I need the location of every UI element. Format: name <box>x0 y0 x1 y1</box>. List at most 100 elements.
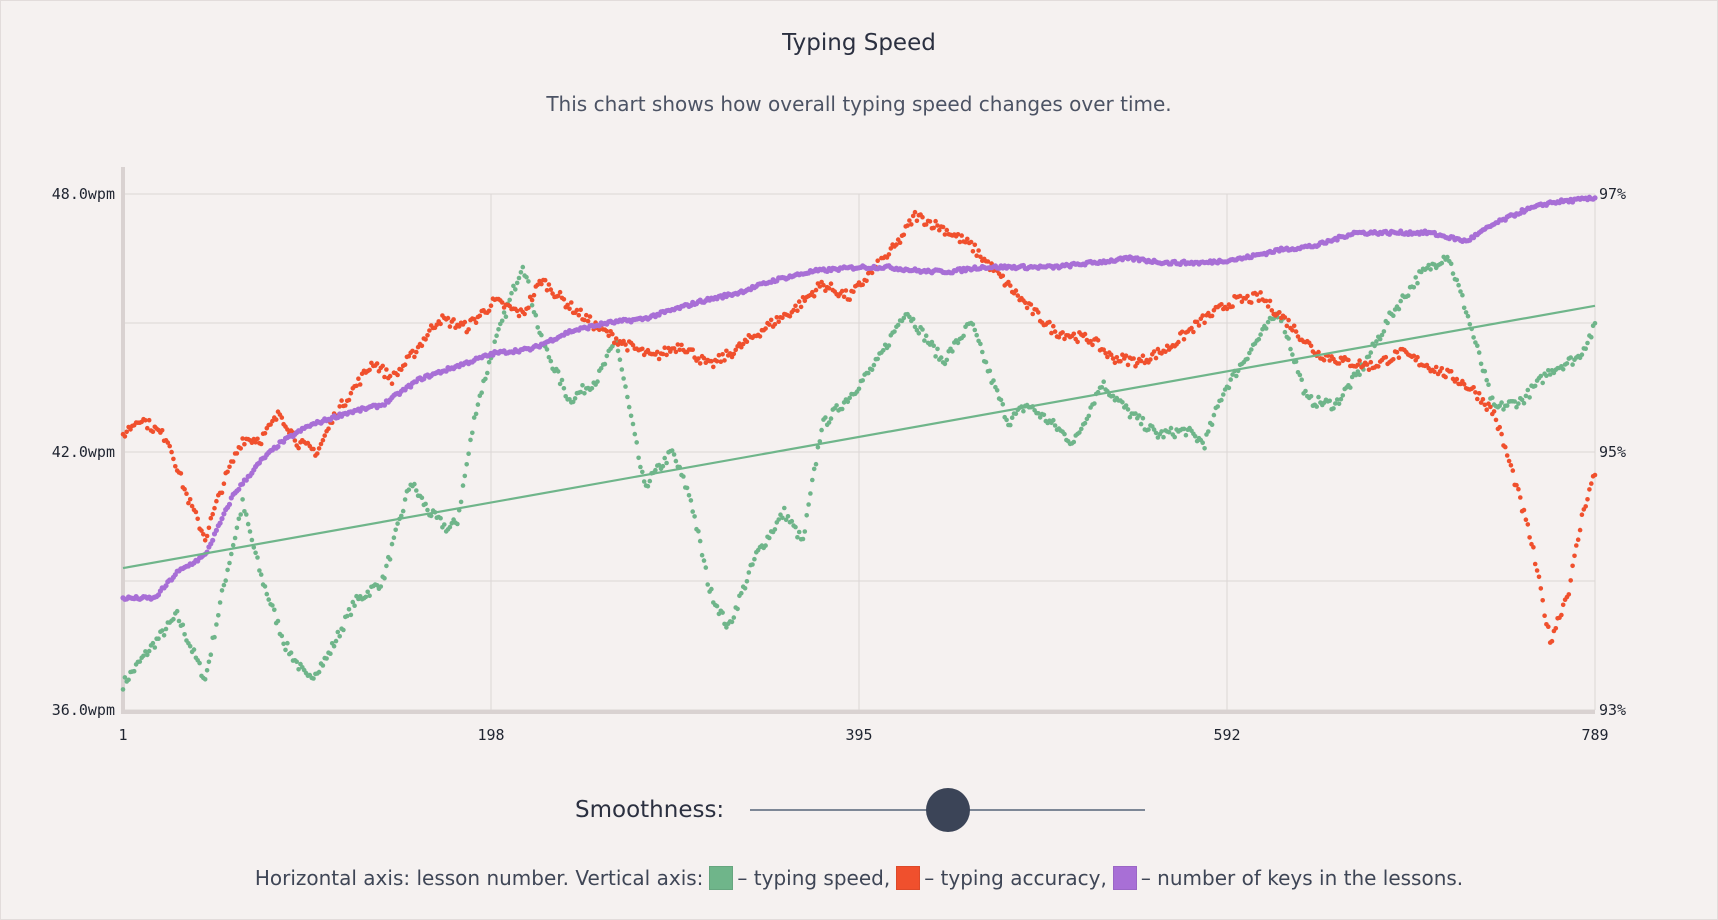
point-speed <box>141 653 146 659</box>
point-speed <box>1465 313 1471 319</box>
point-speed <box>219 588 225 593</box>
point-speed <box>539 332 544 338</box>
point-speed <box>1514 404 1519 410</box>
point-accuracy <box>1258 290 1263 295</box>
point-speed <box>438 515 443 521</box>
point-accuracy <box>557 289 563 295</box>
point-speed <box>1159 429 1164 434</box>
point-accuracy <box>1071 331 1077 337</box>
point-speed <box>819 427 824 433</box>
point-speed <box>1471 335 1476 340</box>
point-speed <box>817 439 823 444</box>
point-accuracy <box>1568 578 1573 583</box>
point-accuracy <box>1209 313 1215 319</box>
point-accuracy <box>935 223 940 228</box>
series-keys <box>120 194 1598 602</box>
point-accuracy <box>240 436 245 441</box>
point-speed <box>126 677 131 683</box>
point-accuracy <box>1516 486 1521 492</box>
point-speed <box>1140 415 1146 421</box>
point-speed <box>580 383 585 388</box>
point-speed <box>1221 392 1226 397</box>
point-accuracy <box>716 352 722 358</box>
point-accuracy <box>1484 407 1489 413</box>
point-speed <box>640 469 645 475</box>
point-speed <box>1490 395 1495 401</box>
smoothness-slider[interactable] <box>750 788 1146 832</box>
point-speed <box>869 367 875 373</box>
point-speed <box>1041 412 1047 418</box>
point-speed <box>485 370 490 376</box>
point-accuracy <box>195 516 200 522</box>
point-accuracy <box>1239 299 1245 305</box>
point-accuracy <box>145 425 150 431</box>
point-accuracy <box>1224 306 1230 312</box>
point-speed <box>230 542 236 548</box>
point-speed <box>1314 404 1319 409</box>
point-accuracy <box>445 315 451 321</box>
point-speed <box>462 473 468 479</box>
point-speed <box>681 474 686 479</box>
point-speed <box>163 626 169 632</box>
point-accuracy <box>1432 369 1437 375</box>
point-speed <box>473 411 479 417</box>
point-speed <box>1381 329 1387 334</box>
point-speed <box>412 481 417 487</box>
point-accuracy <box>326 426 331 432</box>
point-speed <box>796 529 802 535</box>
point-speed <box>595 379 600 384</box>
point-accuracy <box>1049 330 1054 336</box>
point-speed <box>1377 336 1383 342</box>
point-speed <box>892 329 897 334</box>
point-speed <box>615 348 621 354</box>
point-speed <box>294 659 300 664</box>
point-speed <box>1000 402 1006 407</box>
point-accuracy <box>1293 329 1299 334</box>
point-accuracy <box>221 481 227 487</box>
point-accuracy <box>184 491 189 497</box>
point-accuracy <box>1013 288 1019 293</box>
point-speed <box>494 333 499 339</box>
point-accuracy <box>456 324 462 329</box>
point-speed <box>776 517 781 522</box>
point-speed <box>264 591 270 597</box>
point-accuracy <box>711 364 716 370</box>
point-accuracy <box>1082 331 1088 337</box>
point-speed <box>206 659 212 665</box>
point-speed <box>929 339 935 345</box>
point-speed <box>1101 379 1106 385</box>
point-speed <box>860 378 865 383</box>
point-accuracy <box>1577 527 1583 533</box>
point-accuracy <box>255 436 260 442</box>
point-speed <box>955 340 961 346</box>
point-accuracy <box>1179 329 1185 335</box>
point-speed <box>1256 336 1262 342</box>
point-accuracy <box>847 297 852 303</box>
point-speed <box>236 516 242 522</box>
point-speed <box>1136 413 1142 418</box>
point-speed <box>524 274 529 280</box>
point-accuracy <box>1461 381 1467 387</box>
point-speed <box>486 359 492 365</box>
point-speed <box>137 659 143 664</box>
point-accuracy <box>356 376 361 382</box>
point-accuracy <box>839 288 845 294</box>
point-accuracy <box>1196 323 1202 328</box>
slider-thumb[interactable] <box>925 788 970 832</box>
point-accuracy <box>569 300 574 305</box>
chart-legend: Horizontal axis: lesson number. Vertical… <box>0 866 1718 890</box>
point-accuracy <box>677 347 682 353</box>
point-speed <box>931 343 936 349</box>
point-accuracy <box>940 224 946 230</box>
point-speed <box>544 347 550 352</box>
point-speed <box>1263 326 1269 331</box>
point-accuracy <box>427 328 432 333</box>
point-accuracy <box>802 298 808 304</box>
point-accuracy <box>1364 362 1370 367</box>
point-speed <box>174 608 180 614</box>
point-speed <box>1331 406 1336 411</box>
point-accuracy <box>380 363 386 369</box>
point-accuracy <box>1282 315 1288 320</box>
point-accuracy <box>740 341 746 347</box>
point-accuracy <box>555 293 561 299</box>
